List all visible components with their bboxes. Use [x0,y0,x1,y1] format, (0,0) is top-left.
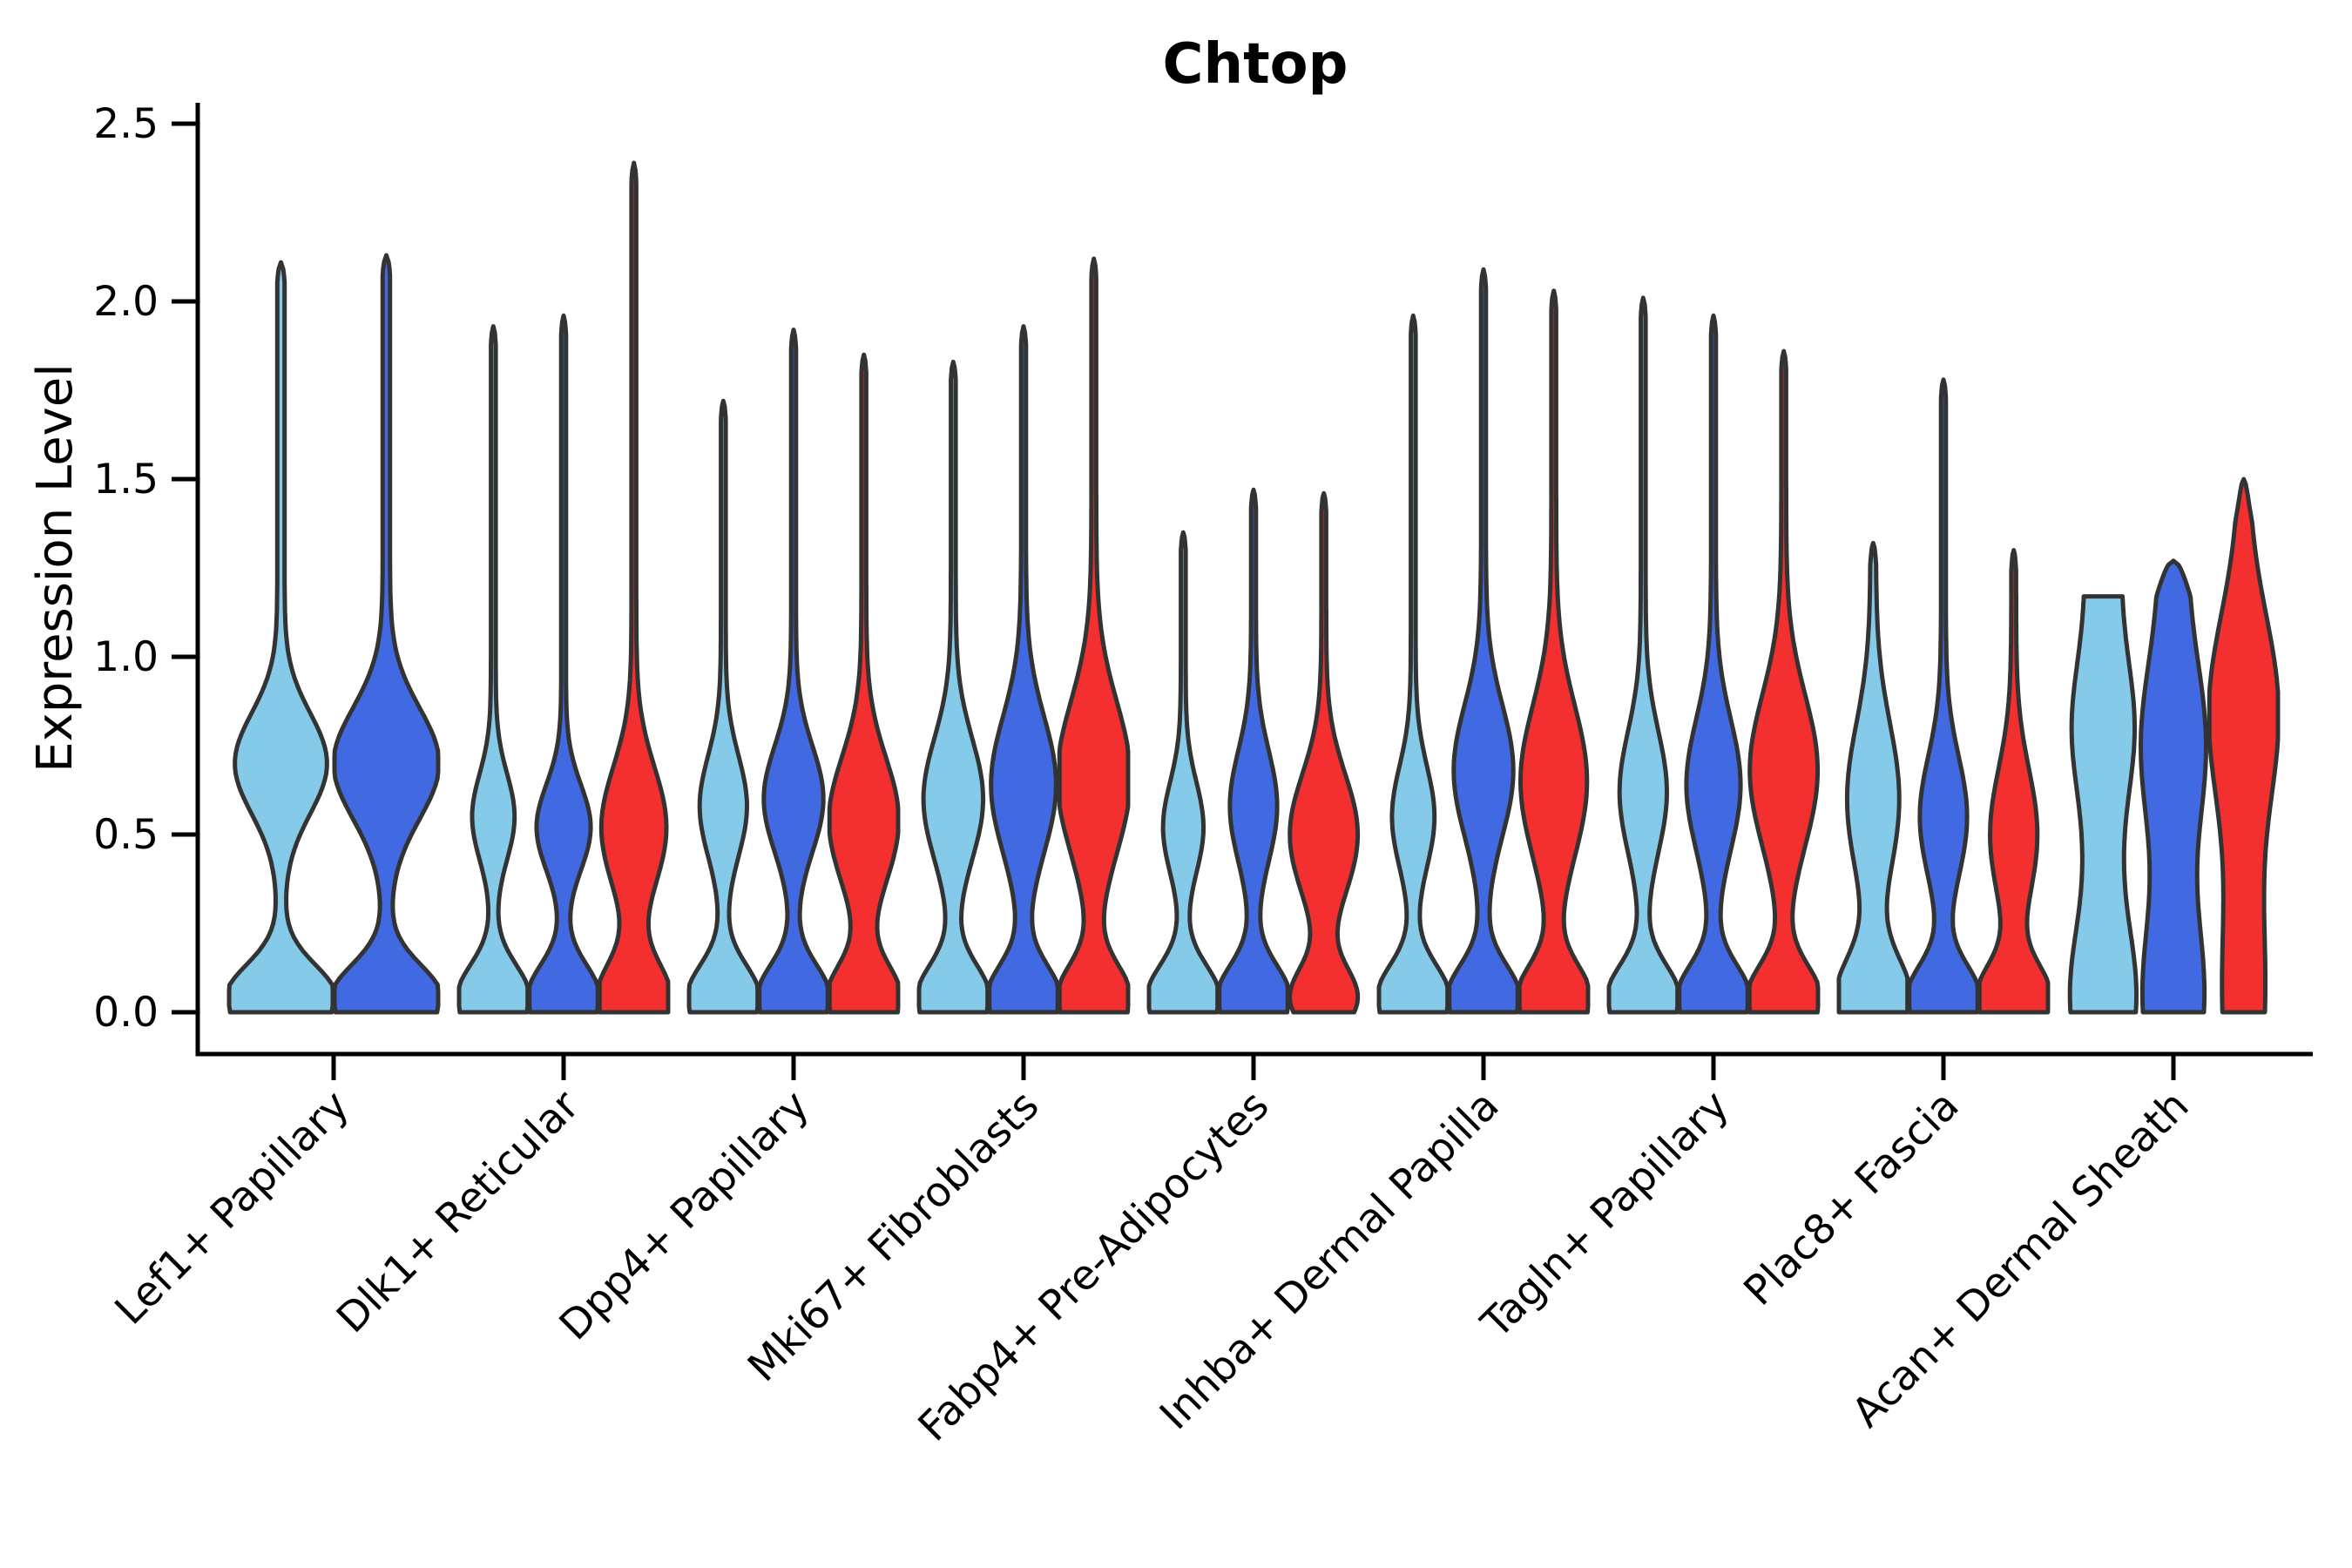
y-tick-label: 0.5 [93,811,159,859]
y-axis-ticks: 0.0 0.5 1.0 1.5 2.0 2.5 [93,100,198,1037]
violin-8-light_blue [1836,540,1910,1015]
violin-7-red [1747,348,1821,1015]
violin-7-dark_blue [1677,313,1750,1015]
violins [226,160,2281,1015]
violin-6-red [1517,288,1591,1015]
violin-8-dark_blue [1907,377,1980,1015]
y-tick-label: 2.5 [93,100,159,148]
violin-5-dark_blue [1217,487,1290,1015]
x-tick-label: Dlk1+ Reticular [328,1081,589,1342]
y-tick-label: 1.0 [93,633,159,681]
violin-8-red [1977,548,2051,1015]
chart-title: Chtop [1163,32,1348,97]
violin-5-light_blue [1146,530,1220,1015]
y-axis-label: Expression Level [27,363,84,773]
violin-2-light_blue [456,324,531,1015]
x-tick-label: Tagln+ Papillary [1472,1082,1739,1348]
violin-1-dark_blue [332,253,441,1015]
violin-4-red [1057,256,1131,1015]
violin-7-light_blue [1606,295,1680,1015]
violin-9-red [2207,476,2281,1015]
violin-4-light_blue [916,359,990,1015]
violin-6-dark_blue [1447,267,1520,1015]
violin-9-light_blue [2067,594,2139,1015]
violin-3-light_blue [686,398,760,1015]
violin-2-red [597,160,671,1015]
y-tick-label: 0.0 [93,989,159,1037]
x-tick-label: Plac8+ Fascia [1735,1082,1969,1315]
violin-6-light_blue [1376,313,1450,1015]
y-tick-label: 1.5 [93,456,159,504]
violin-3-red [827,352,901,1015]
x-tick-label: Dpp4+ Papillary [551,1082,819,1350]
violin-2-dark_blue [527,313,600,1015]
violin-4-dark_blue [987,324,1060,1015]
violin-9-dark_blue [2139,558,2208,1015]
violin-3-dark_blue [757,328,830,1015]
violin-1-light_blue [226,260,335,1015]
y-tick-label: 2.0 [93,278,159,326]
violin-5-red [1288,490,1361,1015]
x-tick-label: Lef1+ Papillary [106,1082,359,1335]
